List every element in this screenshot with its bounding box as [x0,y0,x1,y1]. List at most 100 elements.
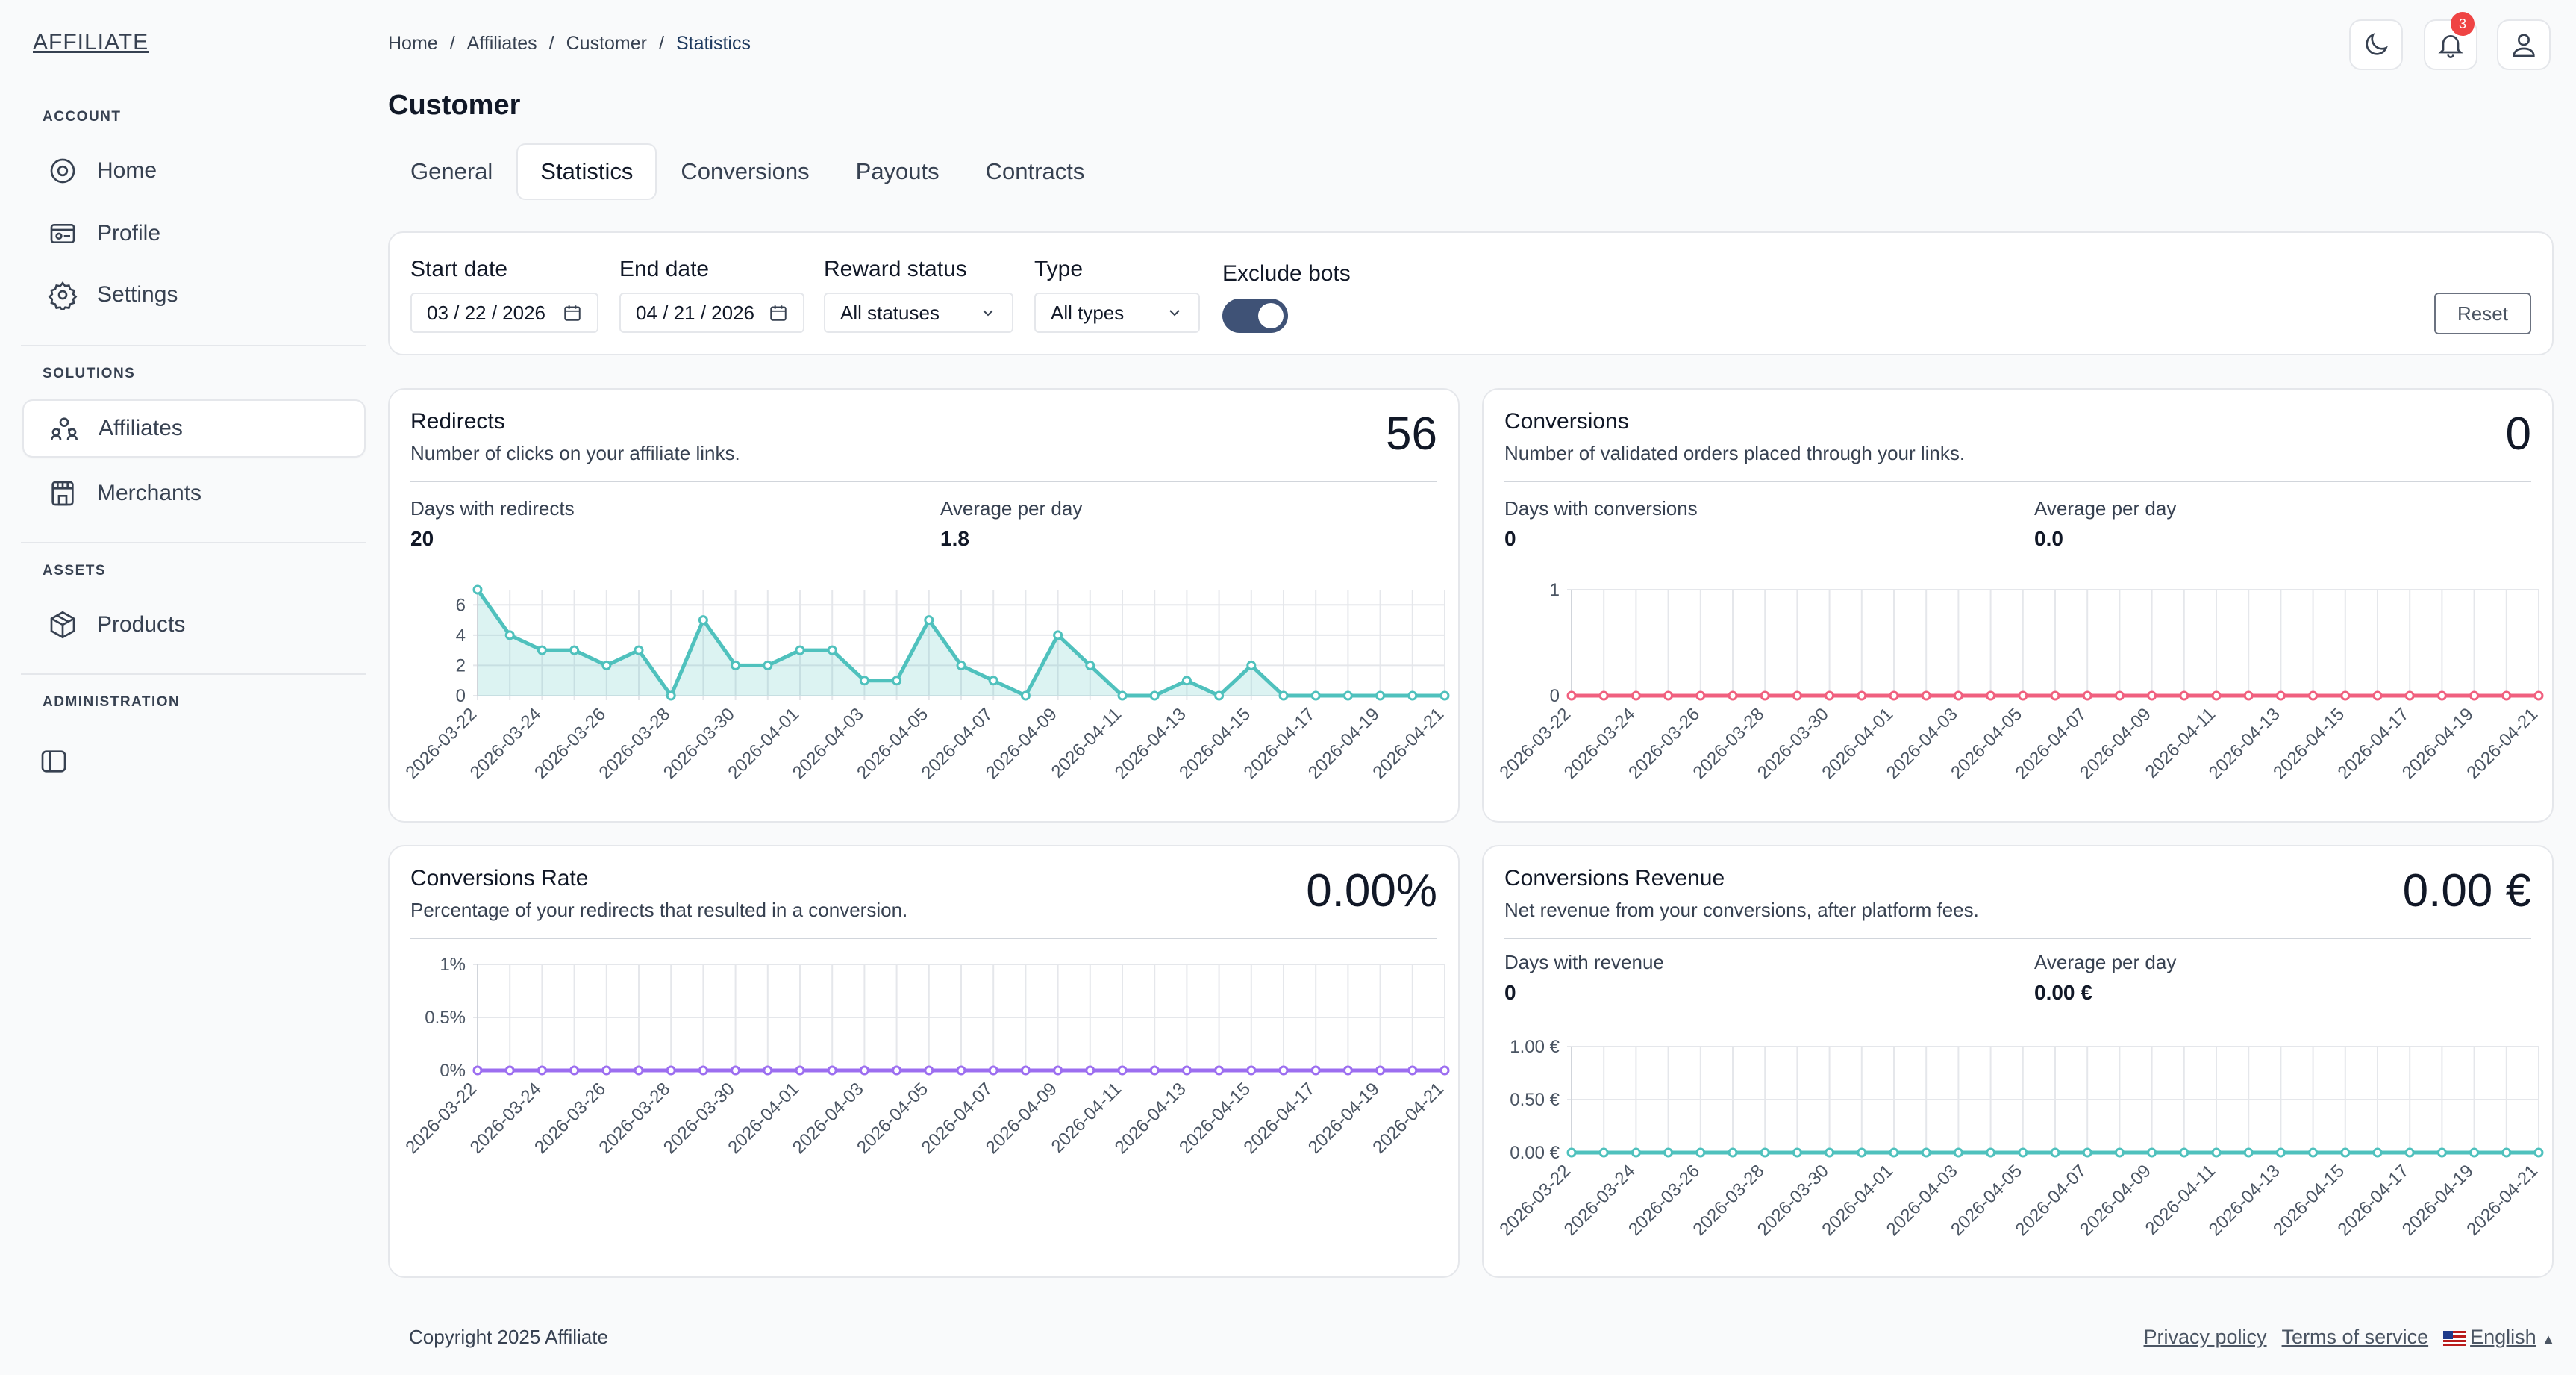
data-point [2501,690,2512,701]
data-point [1439,1065,1450,1076]
conversions-rate-chart: 0%0.5%1%2026-03-222026-03-242026-03-2620… [401,955,1450,1158]
data-point [924,1065,934,1076]
tab-contracts[interactable]: Contracts [985,158,1085,184]
sidebar-item-products[interactable]: Products [22,596,366,654]
data-point [2082,690,2092,701]
data-point [1986,1147,1996,1158]
data-point [1020,1065,1031,1076]
user-icon [2513,34,2535,57]
sidebar: AFFILIATE ACCOUNT Home Profile Settings … [0,0,376,1375]
data-point [2436,1147,2447,1158]
data-point [2018,690,2028,701]
store-icon [51,481,74,506]
sidebar-item-settings[interactable]: Settings [22,266,366,324]
breadcrumb-customer[interactable]: Customer [566,33,647,54]
card-total: 0.00 € [2402,865,2531,917]
id-card-icon [50,224,75,243]
stat-label: Days with revenue [1504,951,1664,973]
language-label: English [2470,1326,2536,1348]
y-tick-label: 4 [456,626,466,646]
sidebar-divider [21,542,366,543]
data-point [956,660,966,670]
chevron-down-icon [983,310,993,317]
breadcrumb-current: Statistics [675,33,751,54]
breadcrumb-separator: / [548,33,554,54]
app-logo[interactable]: AFFILIATE [33,30,149,54]
card-divider [1504,938,2531,939]
sidebar-item-home[interactable]: Home [22,142,366,200]
data-point [1792,690,1802,701]
data-point [2340,1147,2351,1158]
sidebar-toggle-icon[interactable] [39,746,69,776]
data-point [827,645,837,655]
data-point [2050,1147,2060,1158]
data-point [666,1065,676,1076]
terms-of-service-link[interactable]: Terms of service [2281,1326,2429,1348]
language-selector[interactable]: English ▲ [2443,1326,2555,1349]
data-point [956,1065,966,1076]
reset-button[interactable]: Reset [2434,293,2531,334]
data-point [1214,690,1225,701]
start-date-input[interactable]: 03 / 22 / 2026 [410,293,598,333]
data-point [1857,690,1867,701]
data-point [1728,1147,1738,1158]
data-point [988,1065,998,1076]
data-point [1246,660,1257,670]
reward-status-label: Reward status [824,257,967,281]
y-tick-label: 0.50 € [1510,1090,1560,1110]
data-point [1149,1065,1160,1076]
card-description: Net revenue from your conversions, after… [1504,899,1979,921]
exclude-bots-toggle[interactable] [1222,299,1288,333]
theme-toggle-button[interactable] [2349,19,2403,70]
type-select[interactable]: All types [1034,293,1200,333]
stat-label: Average per day [940,497,1083,520]
data-point [1792,1147,1802,1158]
gear-icon [48,281,78,310]
data-point [504,1065,515,1076]
data-point [1407,1065,1418,1076]
sidebar-item-profile[interactable]: Profile [22,205,366,263]
conversions-chart: 012026-03-222026-03-242026-03-262026-03-… [1495,580,2544,783]
data-point [1181,1065,1192,1076]
data-point [601,660,612,670]
data-point [634,1065,644,1076]
data-point [2533,690,2544,701]
y-tick-label: 6 [456,595,466,615]
card-description: Number of validated orders placed throug… [1504,442,1966,464]
data-point [2469,1147,2480,1158]
data-point [1986,690,1996,701]
data-point [1760,1147,1770,1158]
data-point [2018,1147,2028,1158]
privacy-policy-link[interactable]: Privacy policy [2143,1326,2267,1348]
tab-statistics[interactable]: Statistics [516,143,657,200]
data-point [1407,690,1418,701]
moon-icon [2366,33,2388,55]
tab-general[interactable]: General [410,158,493,184]
notifications-button[interactable]: 3 [2424,12,2477,70]
breadcrumb-home[interactable]: Home [388,33,438,54]
data-point [666,690,676,701]
y-tick-label: 1% [440,955,466,975]
toggle-knob [1258,303,1284,328]
end-date-input[interactable]: 04 / 21 / 2026 [619,293,804,333]
breadcrumb-affiliates[interactable]: Affiliates [466,33,537,54]
tab-conversions[interactable]: Conversions [681,158,810,184]
tab-payouts[interactable]: Payouts [855,158,940,184]
card-title: Conversions [1504,409,1629,434]
sidebar-item-label: Merchants [97,481,202,505]
sidebar-item-merchants[interactable]: Merchants [22,464,366,523]
data-point [569,645,580,655]
y-tick-label: 0.00 € [1510,1143,1560,1163]
sidebar-item-affiliates[interactable]: Affiliates [22,399,366,458]
series-area [478,590,1445,696]
data-point [1085,660,1095,670]
data-point [1375,690,1386,701]
y-tick-label: 2 [456,655,466,676]
reward-status-select[interactable]: All statuses [824,293,1013,333]
type-value: All types [1051,301,1125,324]
data-point [1375,1065,1386,1076]
data-point [2372,1147,2383,1158]
user-menu-button[interactable] [2497,19,2551,70]
data-point [1889,1147,1899,1158]
data-point [1631,1147,1641,1158]
